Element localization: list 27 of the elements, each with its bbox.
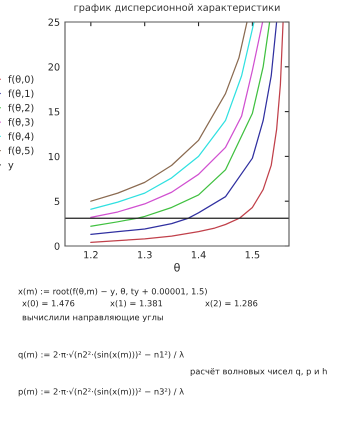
text: q(m) := 2·π·√(n2²·(sin(x(m)))² − n1²) / λ <box>18 350 184 360</box>
text: расчёт волновых чисел q, p и h <box>190 368 327 376</box>
x-tick-label: 1.4 <box>192 251 206 258</box>
y-tick-label: 25 <box>48 18 60 26</box>
x-tick-label: 1.5 <box>246 251 260 258</box>
x-tick-label: 1.2 <box>84 251 98 258</box>
legend-label: y <box>8 162 14 170</box>
text: x(1) = 1.381 <box>110 300 162 308</box>
text: x(0) = 1.476 <box>22 300 74 308</box>
text: x(m) := root(f(θ,m) − y, θ, ty + 0.00001, 1.5) <box>18 288 207 296</box>
legend-label: f(θ,3) <box>8 118 34 127</box>
x-axis-title: θ <box>174 262 180 272</box>
legend-label: f(θ,0) <box>8 75 34 84</box>
legend-label: f(θ,1) <box>8 89 34 98</box>
chart-title: график дисперсионной характеристики <box>74 4 280 13</box>
legend-label: f(θ,4) <box>8 132 34 142</box>
text: x(2) = 1.286 <box>205 300 258 308</box>
y-tick-label: 0 <box>54 242 60 250</box>
legend-label: f(θ,2) <box>8 104 34 112</box>
x-tick-label: 1.3 <box>138 251 152 258</box>
legend-label: f(θ,5) <box>8 146 34 156</box>
y-tick-label: 20 <box>48 63 60 71</box>
y-tick-label: 5 <box>54 198 60 206</box>
y-tick-label: 15 <box>48 108 60 116</box>
text: p(m) := 2·π·√(n2²·(sin(x(m)))² − n3²) / λ <box>18 388 184 396</box>
y-tick-label: 10 <box>48 152 60 160</box>
text: вычислили направляющие углы <box>22 316 163 322</box>
